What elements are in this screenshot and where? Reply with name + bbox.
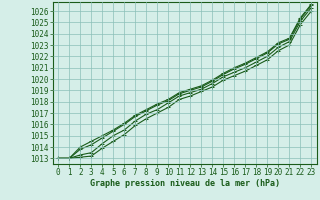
X-axis label: Graphe pression niveau de la mer (hPa): Graphe pression niveau de la mer (hPa)	[90, 179, 280, 188]
